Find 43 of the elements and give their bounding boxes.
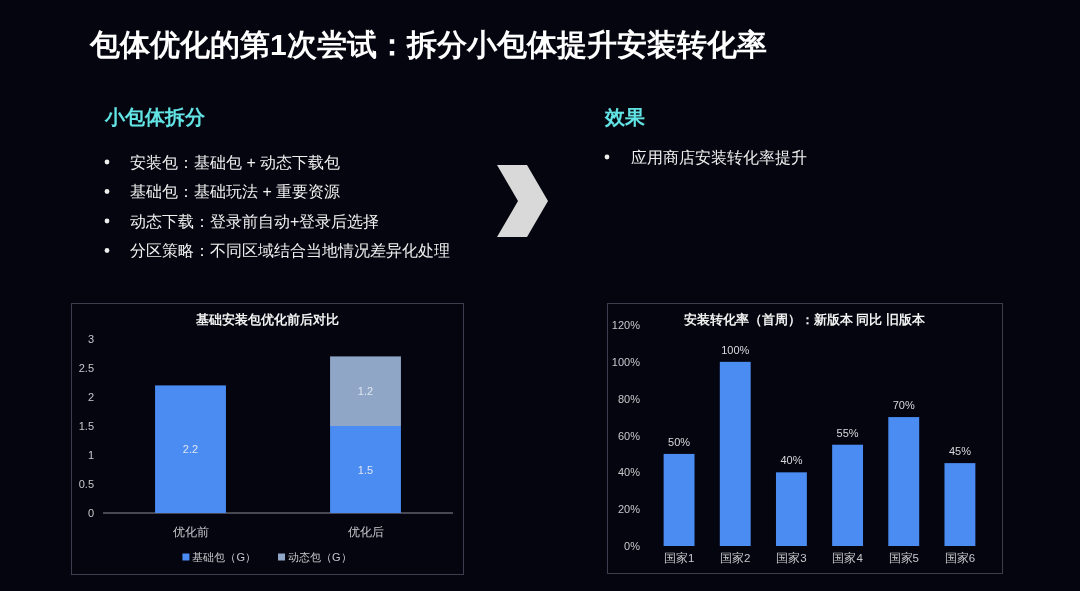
- annotation: 安装包：基础包 + 动态下载包: [130, 153, 341, 171]
- y-tick-label: 1: [87, 449, 94, 461]
- title: 小包体拆分: [105, 106, 205, 128]
- data-label: 70%: [892, 399, 915, 412]
- x-tick-label: 国家6: [944, 552, 976, 564]
- data-label: 55%: [836, 426, 859, 439]
- x-tick-label: 优化前: [172, 526, 209, 538]
- y-tick-label: 2.5: [78, 362, 94, 374]
- data-label: 1.2: [357, 385, 374, 398]
- y-tick-label: 60%: [617, 429, 640, 442]
- x-tick-label: 国家4: [832, 552, 863, 564]
- data-label: 45%: [948, 445, 971, 458]
- x-tick-label: 国家1: [663, 552, 695, 564]
- title: 包体优化的第1次尝试：拆分小包体提升安装转化率: [90, 27, 767, 61]
- x-tick-label: 国家5: [888, 552, 919, 564]
- y-tick-label: 0.5: [78, 478, 94, 490]
- x-tick-label: 国家3: [776, 552, 807, 564]
- y-tick-label: 20%: [617, 503, 640, 516]
- chart-title: 基础安装包优化前后对比: [195, 311, 339, 327]
- y-tick-label: 3: [87, 333, 94, 345]
- data-label: 50%: [668, 435, 691, 448]
- data-label: 40%: [780, 454, 803, 467]
- y-tick-label: 80%: [617, 392, 640, 405]
- y-tick-label: 100%: [611, 355, 640, 368]
- annotation: 基础包：基础玩法 + 重要资源: [130, 183, 341, 200]
- x-tick-label: 优化后: [347, 526, 384, 538]
- annotation: 动态下载：登录前自动+登录后选择: [130, 212, 380, 230]
- annotation: 分区策略：不同区域结合当地情况差异化处理: [130, 242, 450, 259]
- chart-title: 安装转化率（首周）：新版本 同比 旧版本: [683, 311, 926, 327]
- title: 效果: [605, 106, 645, 128]
- data-label: 1.5: [357, 463, 374, 476]
- y-tick-label: 2: [87, 391, 94, 403]
- legend-label: 动态包（G）: [288, 551, 352, 563]
- data-label: 100%: [721, 343, 750, 356]
- annotation: 应用商店安装转化率提升: [631, 148, 807, 166]
- legend-label: 基础包（G）: [192, 551, 256, 563]
- y-tick-label: 120%: [611, 319, 640, 331]
- data-label: 2.2: [182, 443, 199, 456]
- y-tick-label: 1.5: [78, 420, 94, 432]
- y-tick-label: 0: [87, 507, 94, 519]
- y-tick-label: 40%: [617, 466, 640, 479]
- x-tick-label: 国家2: [720, 552, 751, 564]
- y-tick-label: 0%: [624, 540, 640, 552]
